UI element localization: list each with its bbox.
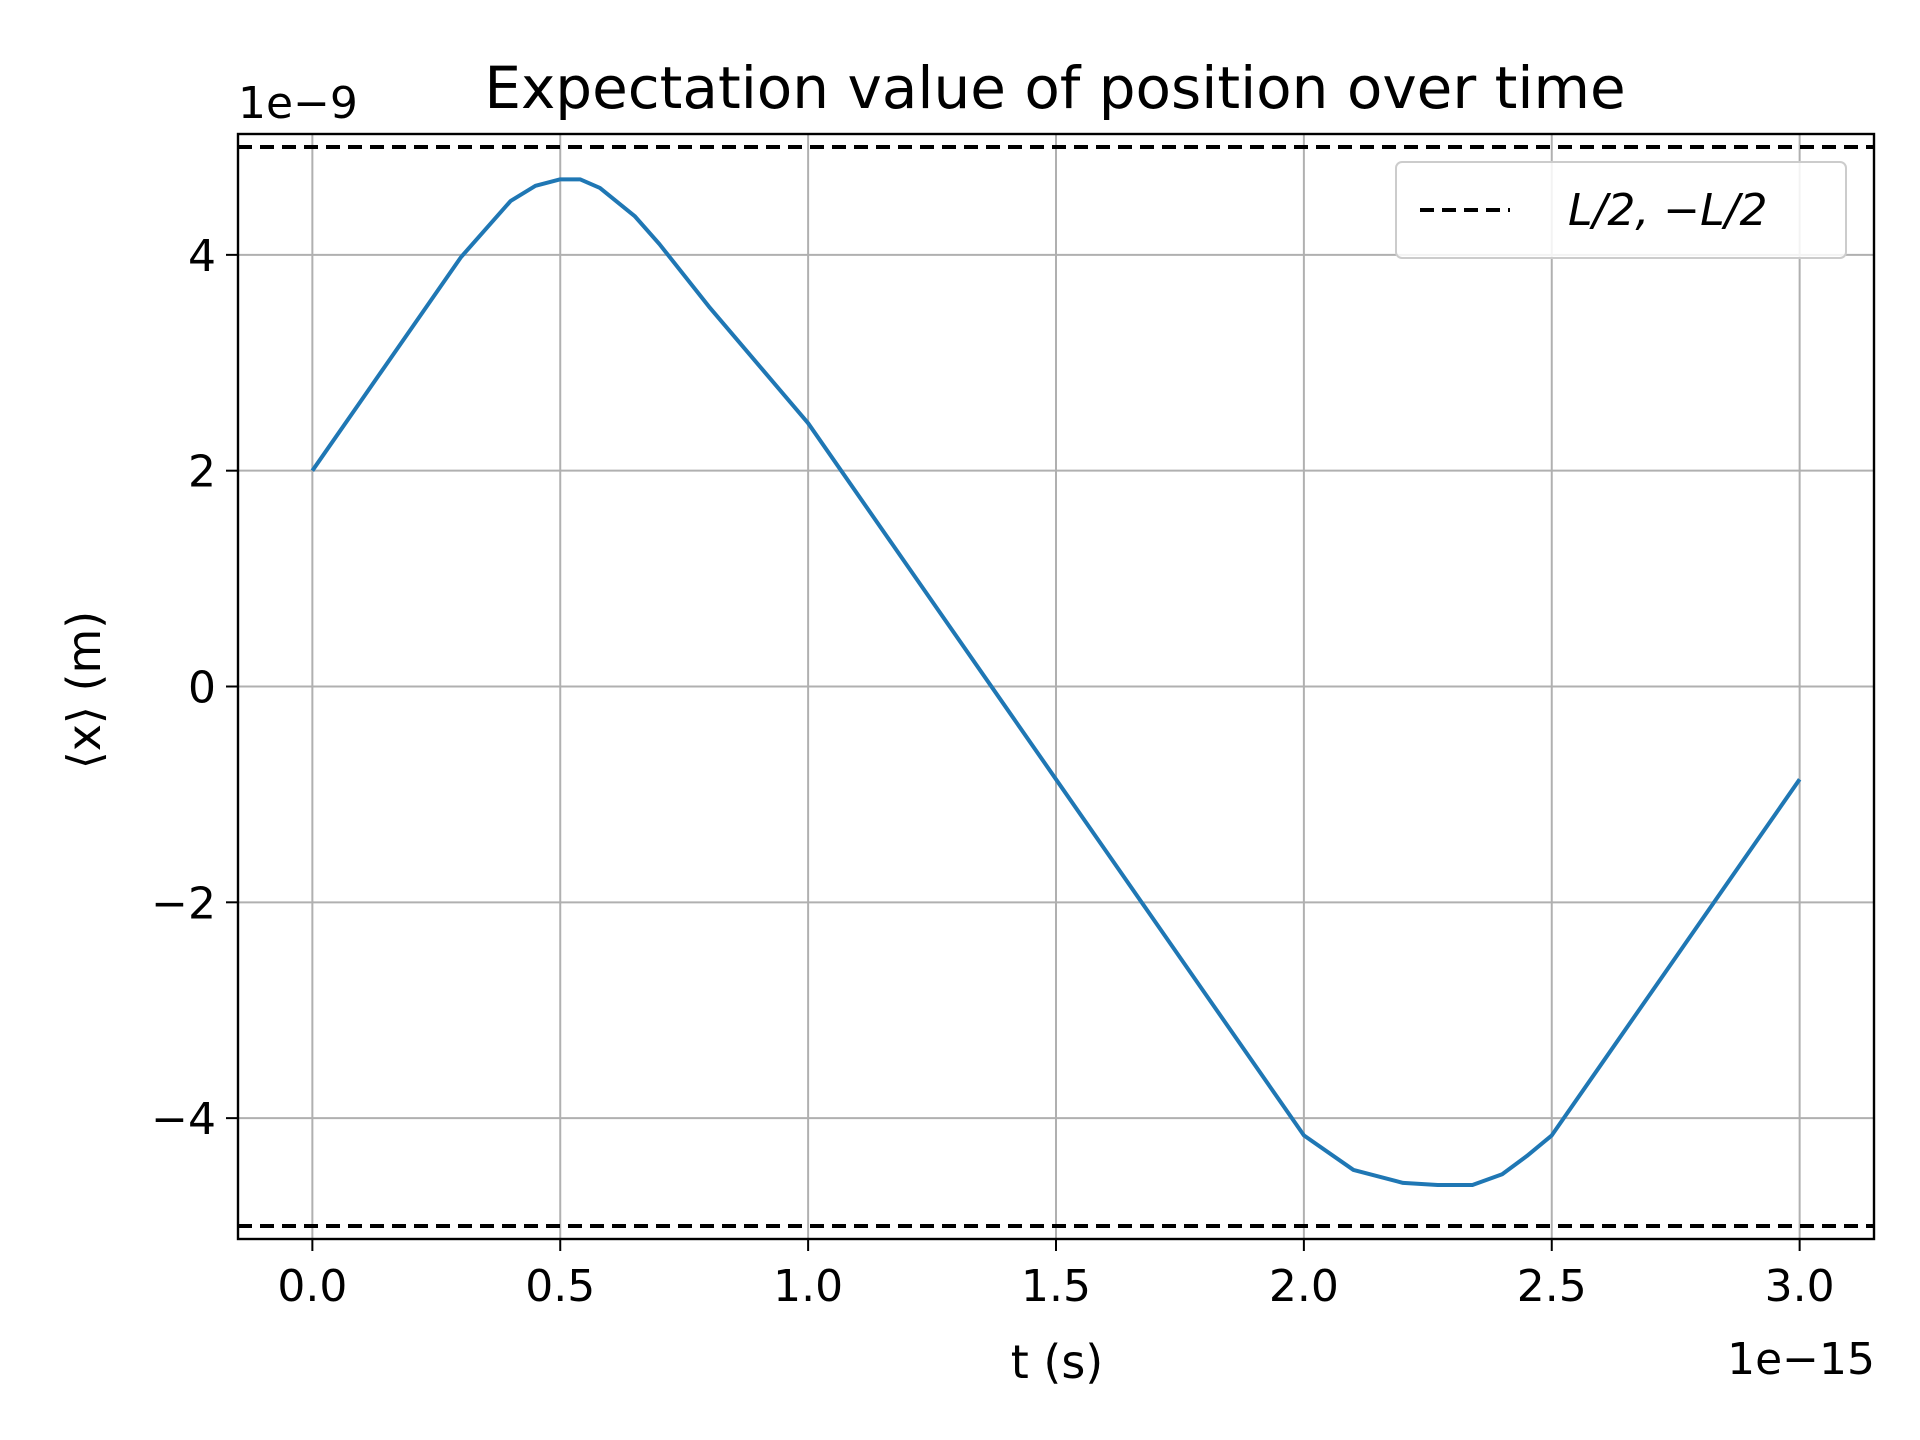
x-offset-label: 1e−15	[1727, 1334, 1875, 1385]
series-line-expectation-x	[310, 177, 1802, 1188]
x-tick-label: 3.0	[1765, 1261, 1835, 1312]
y-axis-label: ⟨x⟩ (m)	[57, 611, 111, 769]
legend-entry-label: L/2, −L/2	[1568, 185, 1768, 236]
chart-title: Expectation value of position over time	[484, 54, 1625, 122]
y-tick-label: 2	[188, 447, 216, 498]
y-tick-label: −4	[151, 1094, 216, 1145]
y-tick-label: 0	[188, 663, 216, 714]
y-tick-label: −2	[151, 878, 216, 929]
legend: L/2, −L/2	[1395, 161, 1847, 259]
y-tick-label: 4	[188, 231, 216, 282]
x-tick-label: 1.5	[1021, 1261, 1091, 1312]
x-tick-label: 1.0	[773, 1261, 843, 1312]
x-tick-label: 0.5	[525, 1261, 595, 1312]
legend-box	[1395, 161, 1847, 259]
x-tick-label: 2.5	[1517, 1261, 1587, 1312]
x-axis-label: t (s)	[1011, 1335, 1104, 1389]
x-tick-label: 2.0	[1269, 1261, 1339, 1312]
ticks: 0.0 0.5 1.0 1.5 2.0 2.5 3.0 −4 −2 0 2 4	[151, 231, 1835, 1312]
series-layer	[238, 144, 1874, 1229]
x-tick-label: 0.0	[277, 1261, 347, 1312]
grid	[238, 134, 1874, 1239]
y-offset-label: 1e−9	[238, 78, 358, 129]
